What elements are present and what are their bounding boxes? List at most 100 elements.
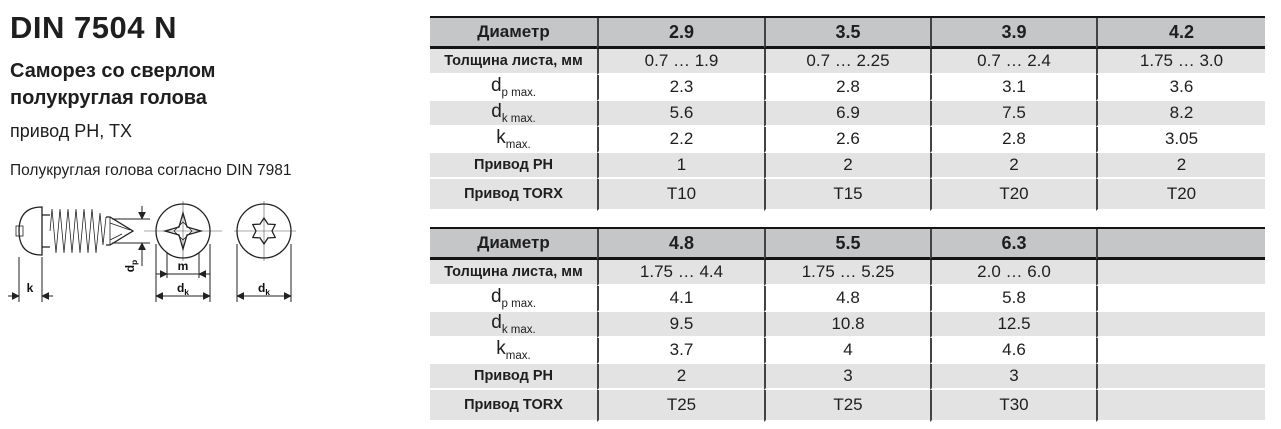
- subtitle-line-1: Саморез со сверлом: [10, 60, 216, 82]
- cell: 2: [1096, 153, 1265, 179]
- spec-table-large-diameters: Диаметр 4.8 5.5 6.3 Толщина листа, мм 1.…: [430, 227, 1265, 422]
- cell: 3: [930, 364, 1096, 390]
- diameter-value-header: 4.8: [597, 229, 764, 260]
- dp-dimension-label: dp: [123, 260, 139, 273]
- row-sheet-thickness: Толщина листа, мм 1.75 … 4.4 1.75 … 5.25…: [430, 260, 1265, 286]
- diameter-header-label: Диаметр: [430, 229, 597, 260]
- diameter-value-header: 2.9: [597, 18, 764, 49]
- diameter-value-header: 3.9: [930, 18, 1096, 49]
- row-label: Привод PH: [430, 153, 597, 179]
- m-dimension-label: m: [178, 259, 189, 273]
- cell: 3: [764, 364, 930, 390]
- page-title: DIN 7504 N: [10, 10, 177, 45]
- cell: 2.8: [930, 127, 1096, 153]
- cell: 2.8: [764, 75, 930, 101]
- subtitle-line-2: полукруглая голова: [10, 87, 207, 109]
- row-dp-max: dp max. 4.1 4.8 5.8: [430, 286, 1265, 312]
- cell: 4.6: [930, 338, 1096, 364]
- cell: 0.7 … 2.25: [764, 49, 930, 75]
- row-dk-max: dk max. 5.6 6.9 7.5 8.2: [430, 101, 1265, 127]
- cell: T20: [1096, 179, 1265, 211]
- cell: 2: [764, 153, 930, 179]
- row-label: Привод TORX: [430, 179, 597, 211]
- cell: T10: [597, 179, 764, 211]
- diameter-value-header: 6.3: [930, 229, 1096, 260]
- cell: 2: [597, 364, 764, 390]
- cell: T30: [930, 390, 1096, 422]
- cell: 2.6: [764, 127, 930, 153]
- row-drive-ph: Привод PH 1 2 2 2: [430, 153, 1265, 179]
- cell: 2: [930, 153, 1096, 179]
- cell: 3.6: [1096, 75, 1265, 101]
- drive-note: привод PH, TX: [10, 121, 132, 141]
- diameter-value-header: 5.5: [764, 229, 930, 260]
- diameter-value-header: 4.2: [1096, 18, 1265, 49]
- product-subtitle: Саморез со сверлом полукруглая голова: [10, 58, 215, 112]
- cell: 1.75 … 5.25: [764, 260, 930, 286]
- screw-side-view-icon: dp k: [8, 206, 150, 302]
- cell: 3.7: [597, 338, 764, 364]
- row-label: dk max.: [430, 101, 597, 127]
- torx-recess-icon: dk: [234, 201, 296, 302]
- cell: 5.6: [597, 101, 764, 127]
- row-drive-torx: Привод TORX T25 T25 T30: [430, 390, 1265, 422]
- cell: [1096, 364, 1265, 390]
- dk-dimension-label-ph: dk: [177, 281, 189, 297]
- cell: 10.8: [764, 312, 930, 338]
- cell: 7.5: [930, 101, 1096, 127]
- cell: 2.0 … 6.0: [930, 260, 1096, 286]
- cell: 3.1: [930, 75, 1096, 101]
- row-k-max: kmax. 2.2 2.6 2.8 3.05: [430, 127, 1265, 153]
- cell: 1: [597, 153, 764, 179]
- cell: [1096, 338, 1265, 364]
- table1-header-row: Диаметр 2.9 3.5 3.9 4.2: [430, 18, 1265, 49]
- cell: T25: [597, 390, 764, 422]
- row-sheet-thickness: Толщина листа, мм 0.7 … 1.9 0.7 … 2.25 0…: [430, 49, 1265, 75]
- cell: T25: [764, 390, 930, 422]
- row-label: Толщина листа, мм: [430, 260, 597, 286]
- cell: 9.5: [597, 312, 764, 338]
- row-k-max: kmax. 3.7 4 4.6: [430, 338, 1265, 364]
- row-drive-torx: Привод TORX T10 T15 T20 T20: [430, 179, 1265, 211]
- cell: 2.3: [597, 75, 764, 101]
- cell: 0.7 … 2.4: [930, 49, 1096, 75]
- k-dimension-label: k: [27, 281, 34, 295]
- cell: 5.8: [930, 286, 1096, 312]
- cell: [1096, 286, 1265, 312]
- row-label: Привод PH: [430, 364, 597, 390]
- row-label: dp max.: [430, 286, 597, 312]
- diameter-value-header: 3.5: [764, 18, 930, 49]
- cell: T20: [930, 179, 1096, 211]
- cell: 4.8: [764, 286, 930, 312]
- phillips-recess-icon: m dk: [144, 201, 222, 302]
- cell: 1.75 … 4.4: [597, 260, 764, 286]
- row-label: dk max.: [430, 312, 597, 338]
- row-label: Привод TORX: [430, 390, 597, 422]
- cell: 4.1: [597, 286, 764, 312]
- head-standard-note: Полукруглая голова согласно DIN 7981: [10, 162, 292, 179]
- cell: 0.7 … 1.9: [597, 49, 764, 75]
- cell: [1096, 390, 1265, 422]
- cell: 3.05: [1096, 127, 1265, 153]
- technical-drawing: dp k m dk: [8, 201, 296, 302]
- cell: 4: [764, 338, 930, 364]
- spec-table-small-diameters: Диаметр 2.9 3.5 3.9 4.2 Толщина листа, м…: [430, 16, 1265, 211]
- table2-header-row: Диаметр 4.8 5.5 6.3: [430, 229, 1265, 260]
- row-label: kmax.: [430, 338, 597, 364]
- cell: 2.2: [597, 127, 764, 153]
- cell: 1.75 … 3.0: [1096, 49, 1265, 75]
- row-label: Толщина листа, мм: [430, 49, 597, 75]
- row-label: kmax.: [430, 127, 597, 153]
- diameter-value-header: [1096, 229, 1265, 260]
- row-dk-max: dk max. 9.5 10.8 12.5: [430, 312, 1265, 338]
- cell: 6.9: [764, 101, 930, 127]
- cell: 8.2: [1096, 101, 1265, 127]
- dk-dimension-label-tx: dk: [258, 281, 270, 297]
- cell: T15: [764, 179, 930, 211]
- row-dp-max: dp max. 2.3 2.8 3.1 3.6: [430, 75, 1265, 101]
- diameter-header-label: Диаметр: [430, 18, 597, 49]
- cell: 12.5: [930, 312, 1096, 338]
- cell: [1096, 312, 1265, 338]
- row-label: dp max.: [430, 75, 597, 101]
